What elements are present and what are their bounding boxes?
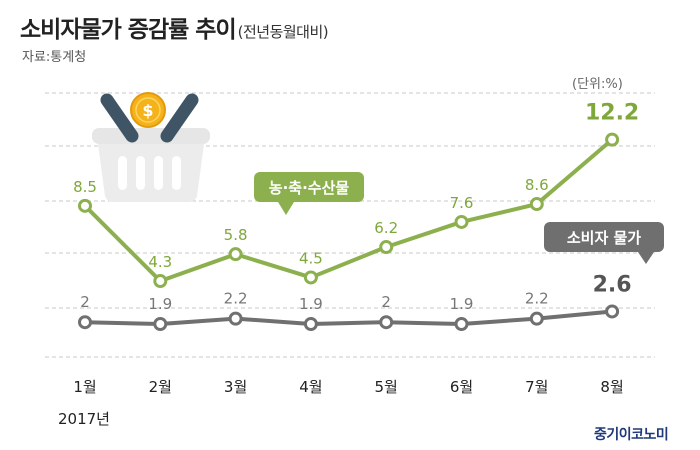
x-tick-1: 1월 [73,378,96,396]
x-tick-8: 8월 [600,378,623,396]
value-label-agri-6: 7.6 [450,194,474,212]
x-tick-6: 6월 [450,378,473,396]
value-label-cpi-7: 2.2 [525,290,549,308]
series-line-agri [83,138,614,284]
value-label-agri-2: 4.3 [148,253,172,271]
value-label-agri-3: 5.8 [224,226,248,244]
point-agri-7 [529,197,544,212]
data-points [78,132,620,331]
point-cpi-8 [605,304,620,319]
year-label: 2017년 [58,410,110,428]
x-tick-7: 7월 [525,378,548,396]
point-cpi-6 [454,316,469,331]
point-cpi-7 [529,311,544,326]
x-tick-2: 2월 [149,378,172,396]
point-cpi-2 [153,316,168,331]
point-agri-3 [228,247,243,262]
cpi-callout: 소비자 물가 [544,222,664,264]
unit-label: (단위:%) [572,77,623,92]
value-label-agri-7: 8.6 [525,176,549,194]
value-label-cpi-8: 2.6 [593,272,632,297]
x-tick-5: 5월 [375,378,398,396]
cpi-callout-label: 소비자 물가 [567,229,641,247]
point-agri-4 [303,270,318,285]
point-agri-2 [153,274,168,289]
x-tick-3: 3월 [224,378,247,396]
chart-title: 소비자물가 증감률 추이 [20,17,237,43]
value-label-cpi-3: 2.2 [224,290,248,308]
point-cpi-3 [228,311,243,326]
value-label-cpi-6: 1.9 [450,295,474,313]
value-label-agri-1: 8.5 [73,178,97,196]
value-label-agri-4: 4.5 [299,249,323,267]
value-label-cpi-4: 1.9 [299,295,323,313]
value-label-cpi-1: 2 [80,293,90,311]
point-cpi-1 [78,315,92,330]
point-cpi-5 [379,315,394,330]
value-label-cpi-5: 2 [381,293,391,311]
svg-text:$: $ [142,101,153,120]
agri-callout: 농·축·수산물 [254,172,364,215]
title-block: 소비자물가 증감률 추이 (전년동월대비) [20,10,329,44]
point-cpi-4 [303,316,318,331]
point-agri-5 [379,240,394,255]
value-label-cpi-2: 1.9 [148,295,172,313]
source-label: 자료:통계청 [22,50,87,65]
shopping-basket-coin-icon: $ [92,92,210,202]
agri-callout-label: 농·축·수산물 [269,179,350,197]
series-line-cpi [84,309,613,326]
point-agri-6 [454,214,469,229]
point-agri-1 [78,198,92,213]
point-agri-8 [605,132,620,147]
brand-logo: 중기이코노미 [594,427,669,443]
chart-subtitle: (전년동월대비) [237,23,329,41]
data-labels: 8.5 4.3 5.8 4.5 6.2 7.6 8.6 12.2 2 1.9 2.2 1.9 2 1.9 2… [73,101,639,313]
x-tick-labels: 1월 2월 3월 4월 5월 6월 7월 8월 [73,378,623,396]
value-label-agri-5: 6.2 [374,219,398,237]
value-label-agri-8: 12.2 [585,101,639,126]
x-tick-4: 4월 [299,378,322,396]
